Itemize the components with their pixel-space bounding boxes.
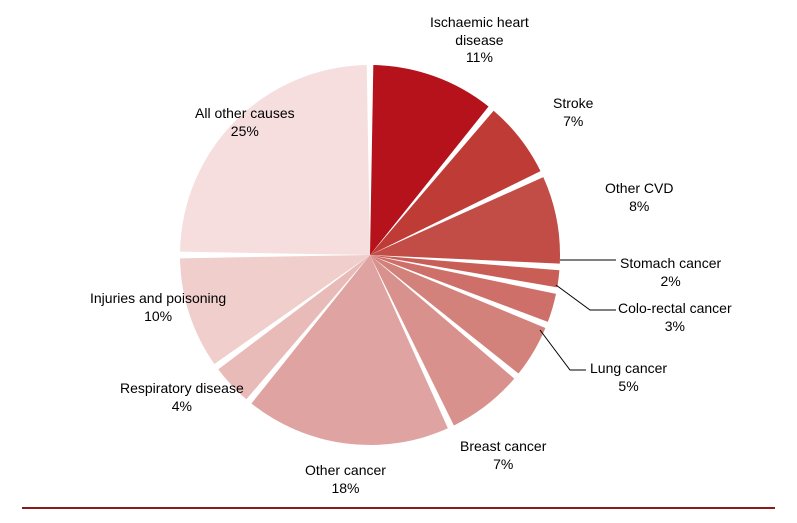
slice-label-percent: 7% [553,113,593,131]
slice-label-percent: 18% [305,480,386,498]
leader-line [556,285,616,310]
slice-label: Injuries and poisoning 10% [90,290,226,325]
slice-label: Stomach cancer 2% [620,255,721,290]
slice-label-percent: 2% [620,273,721,291]
slice-label-percent: 11% [430,49,529,67]
slice-label-text: Other CVD [605,180,673,196]
slice-label-percent: 3% [618,318,732,336]
slice-label: Respiratory disease 4% [120,380,244,415]
slice-label: Breast cancer 7% [460,438,546,473]
slice-label-text: Breast cancer [460,438,546,454]
slice-label-text: Lung cancer [590,360,667,376]
slice-label-text: All other causes [195,105,295,121]
slice-label-percent: 4% [120,398,244,416]
slice-label-percent: 8% [605,198,673,216]
slice-label: Stroke 7% [553,95,593,130]
slice-label-text: Colo-rectal cancer [618,300,732,316]
pie-slice [180,65,370,255]
slice-label-percent: 25% [195,123,295,141]
slice-label-percent: 5% [590,378,667,396]
slice-label-text: Other cancer [305,462,386,478]
slice-label-percent: 10% [90,308,226,326]
slice-label-text: Respiratory disease [120,380,244,396]
slice-label: All other causes 25% [195,105,295,140]
slice-label: Colo-rectal cancer 3% [618,300,732,335]
slice-label-percent: 7% [460,456,546,474]
slice-label: Other cancer 18% [305,462,386,497]
leader-line [540,330,586,370]
slice-label: Ischaemic heartdisease11% [430,14,529,67]
footer-rule [22,507,775,509]
slice-label-text: Injuries and poisoning [90,290,226,306]
pie-chart-container: Ischaemic heartdisease11% Stroke 7% Other C… [0,0,797,523]
slice-label-text: Stomach cancer [620,255,721,271]
slice-label: Other CVD 8% [605,180,673,215]
slice-label-text: Stroke [553,95,593,111]
slice-label: Lung cancer 5% [590,360,667,395]
slice-label-text: Ischaemic heartdisease [430,14,529,48]
